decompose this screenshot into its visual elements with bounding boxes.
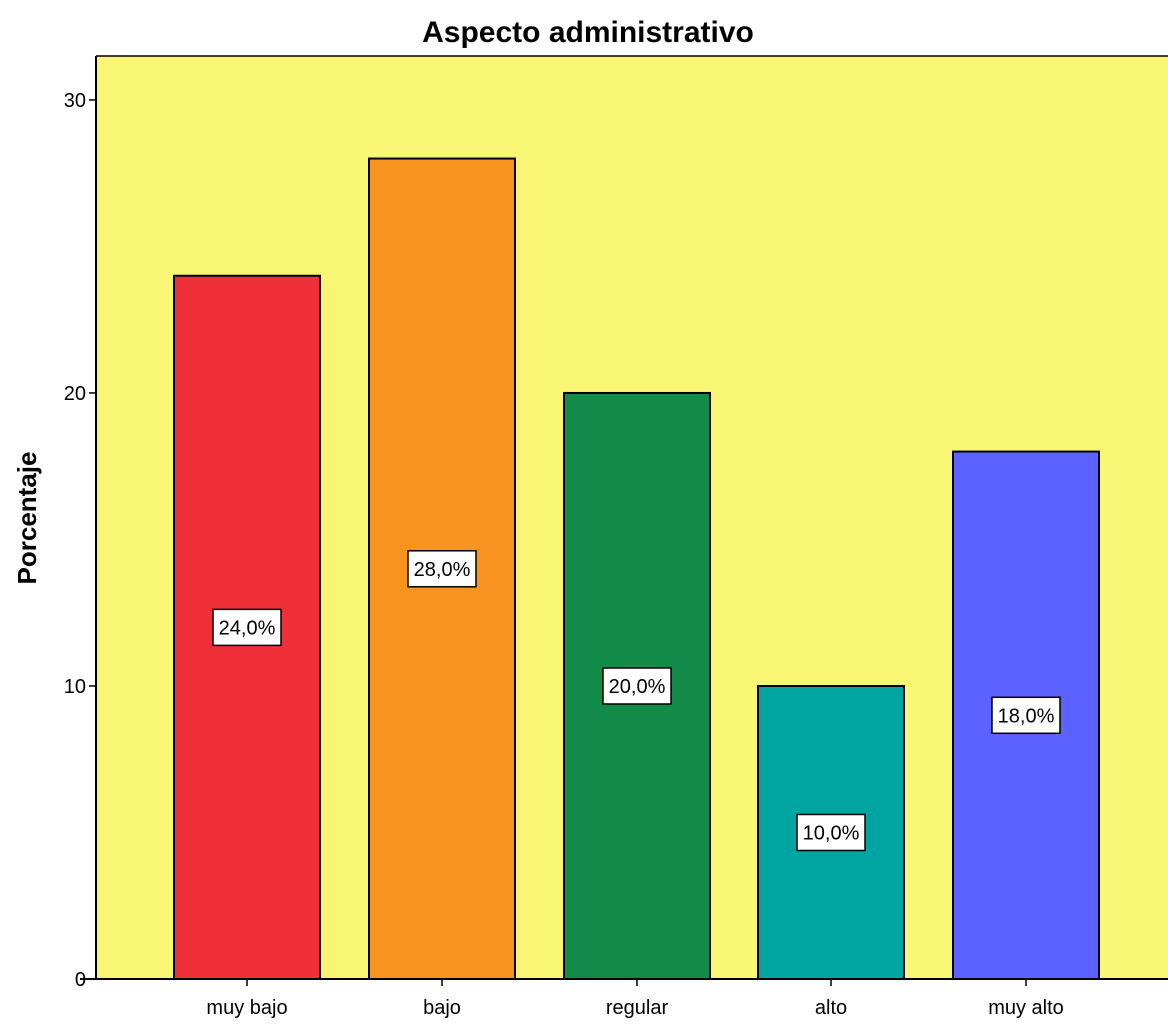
y-tick-label: 20	[64, 383, 86, 405]
data-label-box	[991, 696, 1061, 735]
data-label: 28,0%	[407, 550, 477, 588]
y-tick-label: 0	[75, 969, 86, 991]
x-tick-label: regular	[606, 997, 669, 1019]
y-tick-label: 30	[64, 90, 86, 112]
data-label-box	[602, 667, 672, 705]
data-label-text: 24,0%	[219, 617, 276, 639]
data-label-box	[796, 813, 866, 852]
data-label: 10,0%	[796, 813, 866, 852]
x-tick-label: alto	[815, 997, 847, 1019]
y-axis-label: Porcentaje	[12, 452, 42, 585]
y-tick-label: 10	[64, 676, 86, 698]
data-label: 24,0%	[212, 608, 282, 647]
data-label-text: 18,0%	[998, 705, 1055, 727]
data-label-box	[212, 608, 282, 647]
data-label-text: 10,0%	[803, 822, 860, 844]
data-label: 18,0%	[991, 696, 1061, 735]
x-tick-label: bajo	[423, 997, 461, 1019]
data-label-text: 20,0%	[609, 676, 666, 698]
x-tick-label: muy bajo	[206, 997, 287, 1019]
data-label-box	[407, 550, 477, 588]
axes-layer: muy bajo bajo regular alto muy alto 0 10 20 30	[64, 55, 1168, 1019]
data-labels-layer: 24,0% 28,0% 20,0% 10,0% 18,0%	[212, 550, 1061, 852]
data-label-text: 28,0%	[414, 559, 471, 581]
data-label: 20,0%	[602, 667, 672, 705]
x-tick-label: muy alto	[988, 997, 1064, 1019]
chart-title: Aspecto administrativo	[422, 16, 754, 49]
